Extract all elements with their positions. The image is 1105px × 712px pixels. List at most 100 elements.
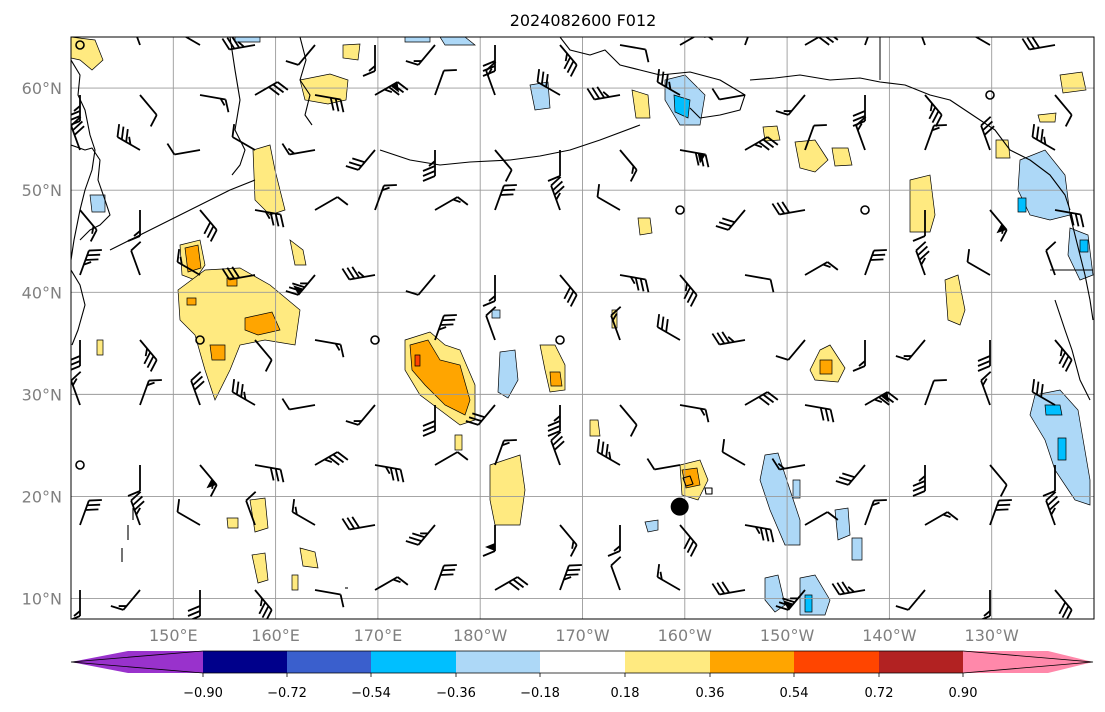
wind-barb: [610, 556, 622, 591]
wind-barb: [721, 438, 746, 466]
longitude-labels: 150°E 160°E 170°E 180°W 170°W 160°W 150°W 140°W…: [149, 626, 1019, 645]
wind-barb: [744, 136, 779, 151]
lat-label: 50°N: [22, 181, 62, 200]
coastline: [1069, 214, 1094, 321]
coastline: [71, 269, 86, 346]
coastline: [749, 74, 1071, 211]
lon-label: 150°W: [760, 626, 815, 645]
wind-barb: [711, 88, 746, 101]
wind-barb: [1042, 465, 1056, 497]
lon-label: 180°W: [453, 626, 508, 645]
wind-barb: [405, 524, 436, 546]
wind-barb: [405, 44, 436, 66]
wind-barb: [130, 241, 142, 276]
wind-barb: [1045, 491, 1060, 526]
wind-barb: [771, 201, 806, 216]
wind-barb: [619, 274, 650, 293]
wind-barb: [139, 379, 162, 406]
wind-barb: [804, 511, 839, 526]
wind-barb: [71, 371, 82, 406]
wind-barb: [679, 149, 710, 168]
wind-barb: [1031, 123, 1056, 151]
contour-negative-0.18: [1017, 149, 1071, 221]
wind-barb: [231, 123, 256, 151]
wind-barb: [314, 196, 349, 211]
wind-barb: [254, 339, 273, 372]
wind-barb: [864, 249, 887, 276]
wind-barb: [559, 564, 582, 591]
wind-barb: [915, 241, 930, 276]
wind-barb: [199, 464, 218, 497]
wind-barb: [434, 564, 457, 591]
wind-barb: [619, 44, 650, 63]
coastlines: [71, 37, 1094, 589]
wind-barb: [771, 458, 806, 471]
colorbar-extend-high: [963, 651, 1093, 673]
wind-barb: [607, 525, 621, 557]
calm-wind-marker: [860, 205, 870, 215]
wind-barb: [374, 81, 409, 96]
wind-barb: [550, 431, 565, 466]
wind-barb: [1021, 37, 1056, 51]
wind-barb: [374, 184, 397, 211]
wind-barb: [422, 405, 436, 437]
coastline: [682, 475, 694, 487]
wind-barb: [855, 116, 867, 151]
contour-negative-0.36: [1057, 437, 1067, 461]
wind-barb: [71, 340, 81, 371]
contour-positive-0.18: [489, 454, 526, 526]
colorbar-tick-label: −0.72: [267, 686, 307, 701]
contour-positive-0.18: [909, 174, 936, 233]
calm-wind-marker: [75, 460, 85, 470]
wind-barb: [314, 589, 345, 608]
contour-positive-0.18: [794, 139, 829, 173]
wind-barb: [494, 576, 529, 591]
wind-barb: [79, 209, 98, 242]
wind-barb: [744, 524, 775, 543]
gridlines: [71, 37, 1094, 619]
wind-barb: [127, 210, 141, 242]
wind-barb: [1054, 589, 1073, 619]
colorbar-tick-label: 0.54: [780, 686, 809, 701]
wind-barb: [924, 511, 959, 526]
wind-barb: [71, 116, 85, 151]
wind-barb: [559, 274, 578, 307]
colorbar-segment: [540, 651, 626, 673]
wind-barb: [596, 438, 621, 466]
lat-label: 40°N: [22, 283, 62, 302]
colorbar-tick-label: 0.90: [949, 686, 978, 701]
colorbar-tick-label: 0.18: [611, 686, 640, 701]
colorbar-tick-label: −0.18: [520, 686, 560, 701]
wind-barb: [1054, 94, 1073, 127]
wind-barb: [231, 378, 256, 406]
wind-barb: [482, 525, 496, 557]
wind-barb: [221, 37, 256, 51]
contour-positive-0.36: [244, 311, 281, 336]
wind-barb: [199, 209, 218, 242]
wind-barb: [804, 124, 827, 151]
wind-barb: [345, 149, 376, 171]
contour-negative-0.18: [851, 537, 863, 561]
wind-barb: [362, 45, 376, 77]
calm-wind-marker: [75, 40, 85, 50]
wind-barb: [559, 524, 578, 557]
wind-barb: [744, 391, 779, 406]
wind-barb: [110, 589, 141, 611]
contour-positive-0.18: [299, 547, 319, 569]
wind-barb: [967, 37, 991, 46]
contour-positive-0.18: [291, 574, 299, 591]
contour-negative-0.18: [834, 507, 851, 541]
contour-negative-0.18: [759, 452, 801, 546]
coastline: [704, 487, 713, 495]
wind-barb: [374, 464, 405, 483]
contour-positive-0.36: [186, 297, 197, 306]
coastline: [71, 59, 96, 261]
wind-barb: [314, 451, 349, 466]
wind-barb: [804, 37, 839, 46]
wind-barb: [656, 68, 681, 96]
wind-barb: [775, 339, 806, 361]
wind-barb: [139, 94, 158, 127]
colorbar-tick-label: −0.90: [183, 686, 223, 701]
contour-positive-0.18: [299, 73, 349, 105]
contour-positive-0.18: [71, 37, 104, 71]
